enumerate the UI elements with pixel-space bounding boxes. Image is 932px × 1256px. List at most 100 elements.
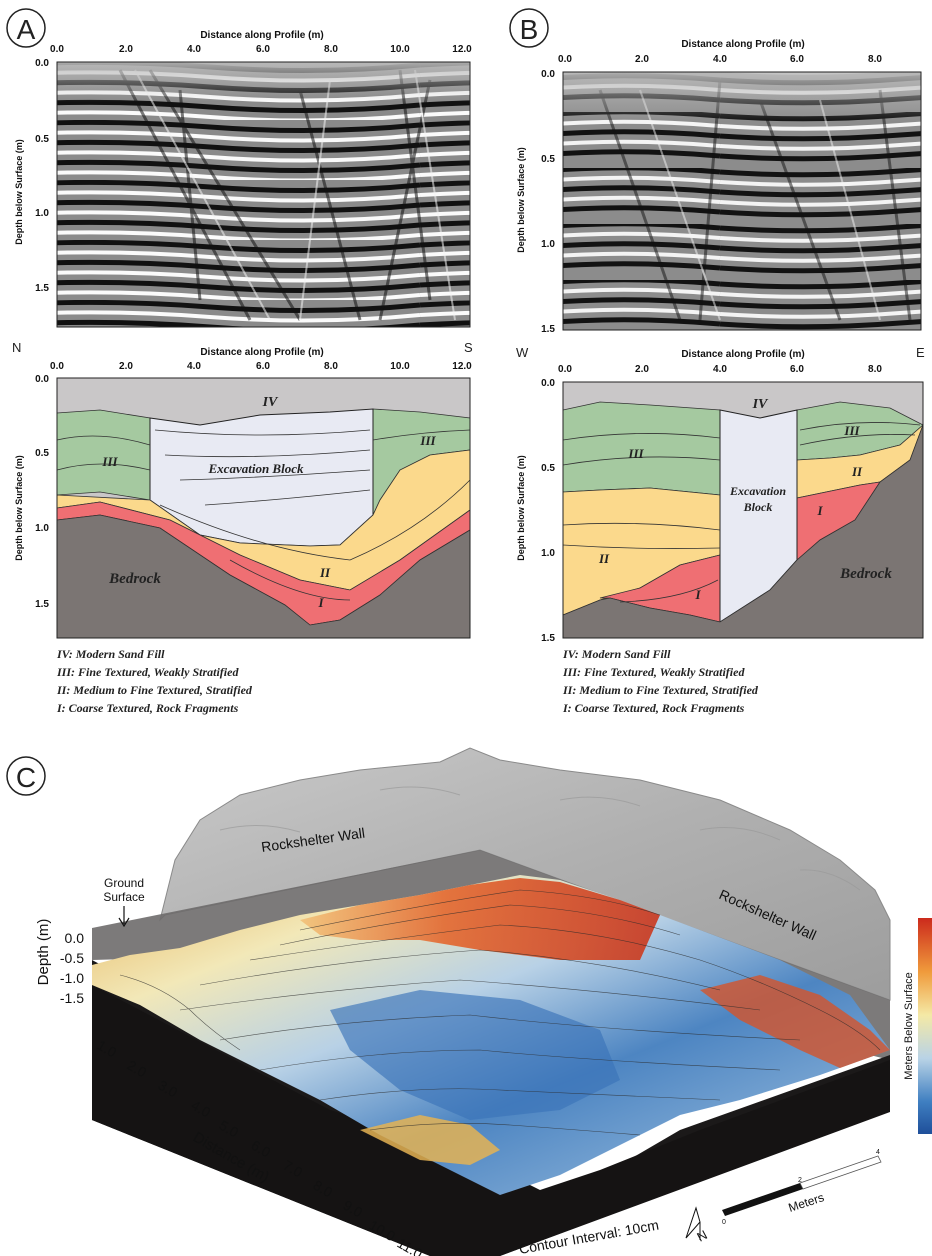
y-tick: 1.0: [541, 239, 555, 250]
x-tick: 8.0: [868, 364, 882, 375]
y-tick: 0.0: [35, 374, 49, 385]
legend-ii: II: Medium to Fine Textured, Stratified: [562, 683, 759, 697]
label-iii-right: III: [843, 423, 860, 438]
x-tick: 8.0: [868, 54, 882, 65]
x-tick: 6.0: [790, 364, 804, 375]
scale-tick: 4: [876, 1149, 880, 1156]
panel-a-radar-x-ticks: 0.0 2.0 4.0 6.0 8.0 10.0 12.0: [50, 44, 472, 55]
x-tick: 12.0: [452, 361, 472, 372]
panel-b-letter: B: [520, 14, 539, 45]
panel-a-section-x-title: Distance along Profile (m): [200, 347, 323, 358]
panel-b-dir-left: W: [516, 345, 529, 360]
depth-tick: -1.5: [60, 990, 84, 1006]
legend-iv: IV: Modern Sand Fill: [562, 647, 671, 661]
panel-a-radar-y-title: Depth below Surface (m): [14, 139, 24, 245]
x-tick: 2.0: [635, 54, 649, 65]
panel-a-section-y-title: Depth below Surface (m): [14, 455, 24, 561]
x-tick: 4.0: [187, 361, 201, 372]
panel-b-letter-circle: [509, 8, 549, 48]
depth-axis-title: Depth (m): [35, 919, 52, 986]
label-bedrock: Bedrock: [108, 571, 161, 587]
x-tick: 2.0: [119, 44, 133, 55]
x-tick: 4.0: [713, 364, 727, 375]
panel-a-dir-left: N: [12, 340, 21, 355]
label-excavation: Excavation Block: [208, 461, 304, 476]
panel-b-radar-y-ticks: 0.0 0.5 1.0 1.5: [541, 69, 555, 335]
y-tick: 0.5: [35, 134, 49, 145]
x-tick: 10.0: [390, 44, 410, 55]
north-label: N: [694, 1227, 709, 1245]
terrain-red-east: [700, 975, 890, 1068]
label-excavation-2: Block: [743, 500, 773, 514]
scale-bar: [722, 1155, 882, 1216]
x-tick: 6.0: [790, 54, 804, 65]
x-tick: 6.0: [256, 44, 270, 55]
y-tick: 0.0: [541, 378, 555, 389]
x-tick: 12.0: [452, 44, 472, 55]
x-tick: 4.0: [713, 54, 727, 65]
scale-unit: Meters: [787, 1190, 826, 1215]
y-tick: 0.5: [541, 463, 555, 474]
panel-a: A Distance along Profile (m) 0.0 2.0 4.0…: [6, 8, 473, 715]
panel-b-section-y-ticks: 0.0 0.5 1.0 1.5: [541, 378, 555, 644]
panel-a-legend: IV: Modern Sand Fill III: Fine Textured,…: [56, 647, 253, 715]
label-i-left: I: [694, 587, 701, 602]
legend-ii: II: Medium to Fine Textured, Stratified: [56, 683, 253, 697]
panel-b-radar-x-ticks: 0.0 2.0 4.0 6.0 8.0: [558, 54, 882, 65]
panel-a-radargram-texture: [118, 69, 456, 321]
base-front: [92, 985, 890, 1256]
y-tick: 1.0: [35, 523, 49, 534]
label-iv: IV: [752, 397, 769, 412]
depth-tick: -1.0: [60, 970, 84, 986]
colorbar-label: Meters Below Surface: [903, 972, 915, 1080]
panel-a-letter: A: [17, 14, 36, 45]
label-iv: IV: [262, 395, 279, 410]
legend-i: I: Coarse Textured, Rock Fragments: [562, 701, 745, 715]
strata-lines: [562, 422, 921, 603]
panel-a-section-y-ticks: 0.0 0.5 1.0 1.5: [35, 374, 49, 610]
panel-a-section-x-ticks: 0.0 2.0 4.0 6.0 8.0 10.0 12.0: [50, 361, 472, 372]
label-iii-right: III: [419, 433, 436, 448]
rockshelter-wall: [159, 747, 891, 1001]
colorbar: [918, 918, 932, 1134]
label-ii: II: [319, 565, 331, 580]
y-tick: 0.5: [35, 448, 49, 459]
depth-axis-ticks: 0.0 -0.5 -1.0 -1.5: [60, 930, 84, 1006]
x-tick: 4.0: [187, 44, 201, 55]
label-i-right: I: [816, 503, 823, 518]
label-ii-left: II: [598, 551, 610, 566]
panel-a-letter-circle: [6, 8, 46, 48]
y-tick: 0.5: [541, 154, 555, 165]
label-i: I: [317, 595, 324, 610]
panel-c-letter: C: [16, 762, 36, 793]
x-tick: 2.0: [635, 364, 649, 375]
terrain-yellow-front: [360, 1115, 500, 1165]
y-tick: 1.5: [541, 324, 555, 335]
y-tick: 1.5: [35, 283, 49, 294]
legend-i: I: Coarse Textured, Rock Fragments: [56, 701, 239, 715]
x-tick: 8.0: [324, 44, 338, 55]
panel-a-radar-y-ticks: 0.0 0.5 1.0 1.5: [35, 58, 49, 294]
panel-b-legend: IV: Modern Sand Fill III: Fine Textured,…: [562, 647, 759, 715]
panel-b-section: IV III III II II I I Excavation Block Be…: [562, 381, 924, 639]
panel-b-section-y-title: Depth below Surface (m): [516, 455, 526, 561]
ground-surface-label-1: Ground: [104, 876, 144, 890]
ground-surface-arrow-icon: [118, 906, 130, 928]
legend-iv: IV: Modern Sand Fill: [56, 647, 165, 661]
label-iii-left: III: [627, 446, 644, 461]
panel-c: C Rockshelter Wall Rockshelter Wall: [6, 747, 932, 1256]
panel-c-letter-circle: [6, 756, 46, 796]
x-tick: 2.0: [119, 361, 133, 372]
north-arrow-icon: [685, 1206, 701, 1240]
panel-b: B Distance along Profile (m) 0.0 2.0 4.0…: [509, 8, 925, 715]
panel-a-radar-x-title: Distance along Profile (m): [200, 30, 323, 41]
panel-b-dir-right: E: [916, 345, 925, 360]
y-tick: 1.5: [541, 633, 555, 644]
x-tick: 0.0: [50, 361, 64, 372]
panel-a-section: IV III III Excavation Block II I Bedrock: [56, 377, 471, 639]
wall-texture: [219, 786, 861, 891]
x-tick: 0.0: [50, 44, 64, 55]
panel-b-radargram-texture: [598, 79, 912, 321]
strata-lines: [56, 429, 471, 601]
